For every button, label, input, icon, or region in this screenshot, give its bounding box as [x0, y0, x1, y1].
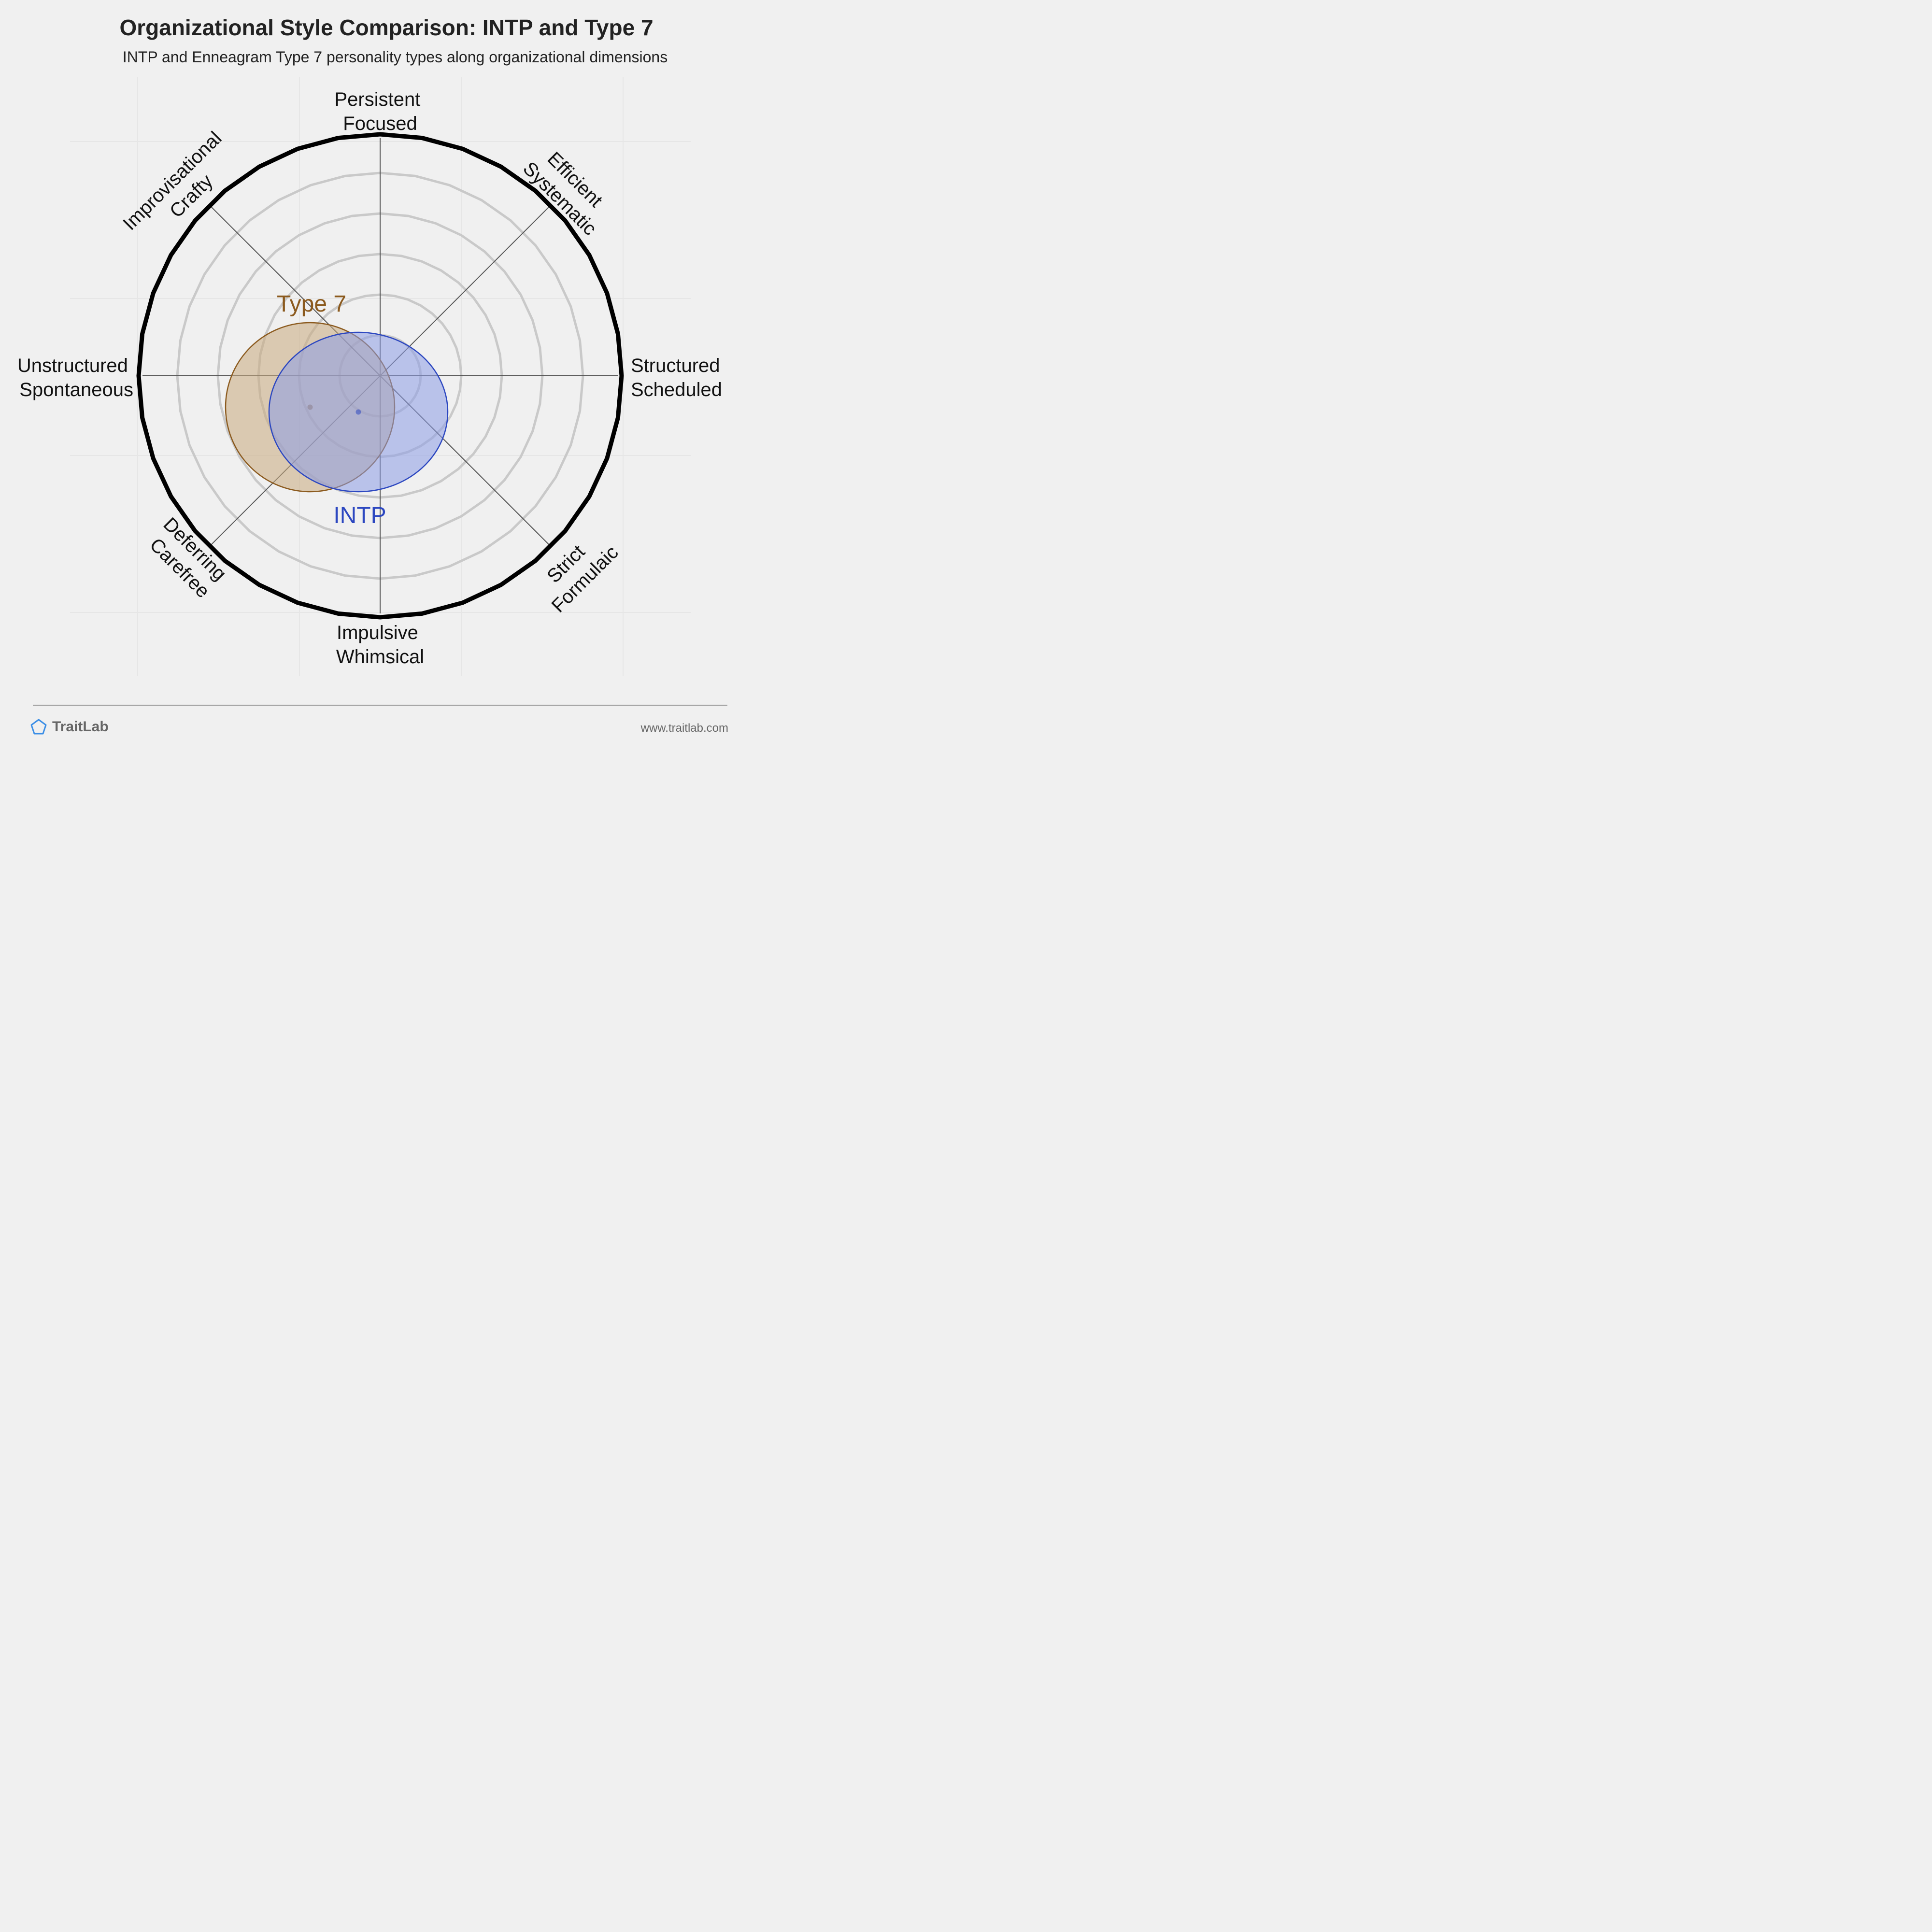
brand-logo: TraitLab [30, 718, 109, 736]
type-blobs [225, 322, 449, 493]
pentagon-icon [30, 719, 47, 735]
chart-subtitle: INTP and Enneagram Type 7 personality ty… [122, 48, 668, 66]
axis-label-bottom-left: Deferring Carefree [142, 513, 234, 606]
outer-ring [136, 132, 624, 620]
type7-label: Type 7 [277, 291, 346, 317]
intp-center-dot [355, 409, 361, 415]
axis-label-bottom: Impulsive Whimsical [336, 622, 424, 668]
axis-label-right: Structured Scheduled [631, 355, 725, 400]
site-url[interactable]: www.traitlab.com [640, 722, 728, 735]
axis-label-top: Persistent Focused [335, 89, 426, 134]
brand-name: TraitLab [52, 719, 109, 735]
footer-divider [33, 705, 727, 706]
chart-title: Organizational Style Comparison: INTP an… [119, 15, 653, 40]
axis-label-left: Unstructured Spontaneous [17, 355, 133, 400]
intp-label: INTP [333, 503, 386, 528]
axis-label-bottom-right: Strict Formulaic [530, 525, 623, 617]
radar-chart: Persistent Focused Impulsive Whimsical U… [17, 77, 725, 676]
